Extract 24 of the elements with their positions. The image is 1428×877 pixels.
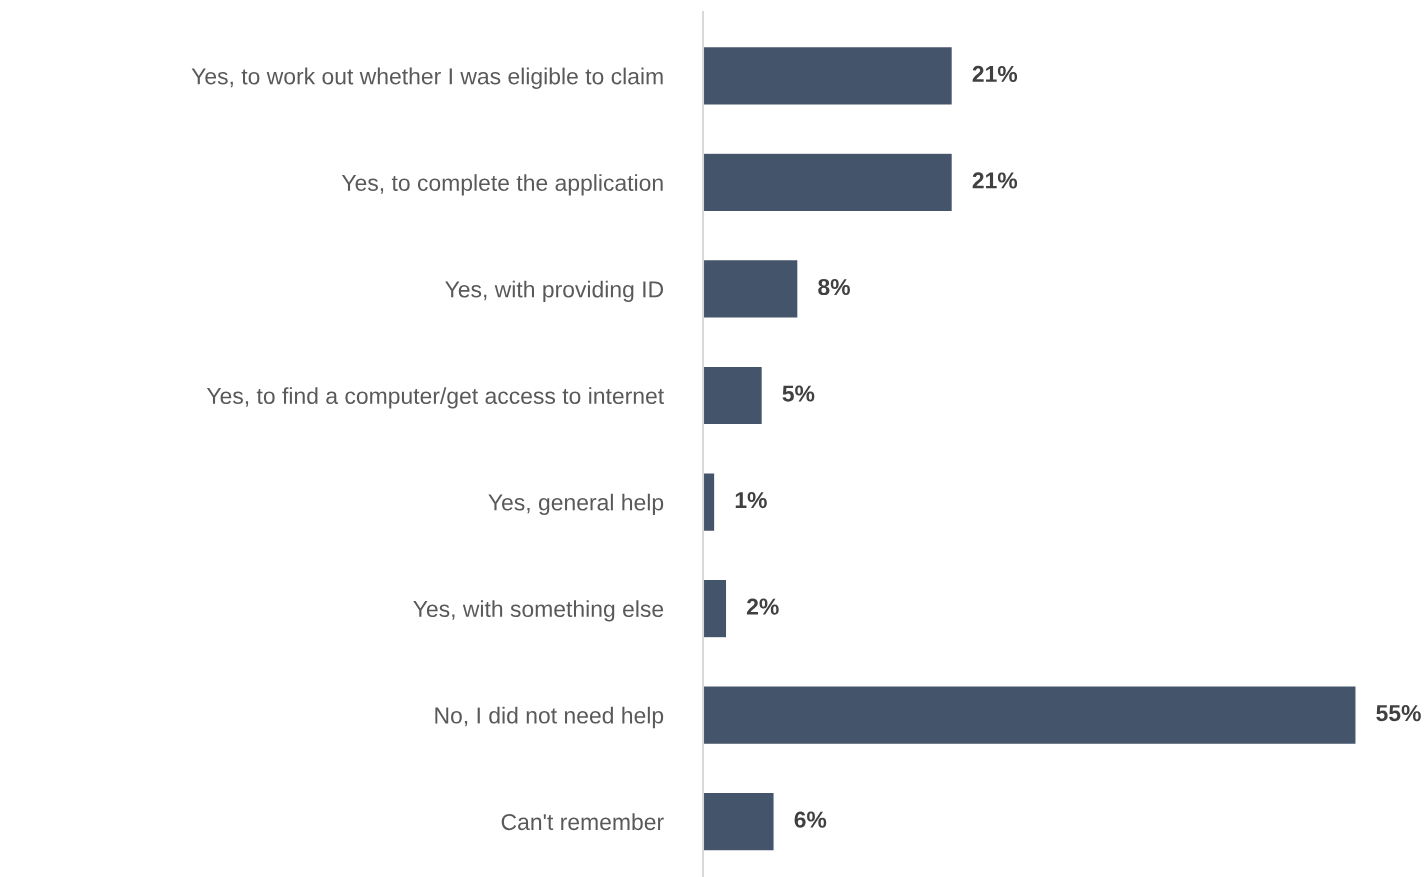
y-tick-label: Yes, general help bbox=[488, 493, 664, 516]
bar bbox=[703, 258, 799, 319]
data-label: 8% bbox=[818, 278, 850, 296]
y-tick-label: Yes, to work out whether I was eligible to claim bbox=[191, 67, 663, 89]
bar bbox=[703, 365, 764, 426]
bar bbox=[703, 685, 1357, 746]
data-label: 6% bbox=[794, 811, 827, 828]
data-label: 1% bbox=[735, 492, 767, 509]
y-tick-label: No, I did not need help bbox=[435, 706, 664, 729]
data-label: 21% bbox=[972, 172, 1018, 189]
data-label: 5% bbox=[782, 385, 815, 402]
y-tick-label: Yes, with providing ID bbox=[445, 280, 664, 303]
bar bbox=[703, 45, 954, 106]
bar bbox=[703, 578, 728, 639]
y-tick-label: Yes, to complete the application bbox=[341, 174, 663, 196]
y-tick-label: Yes, with something else bbox=[413, 600, 664, 622]
bar bbox=[703, 791, 775, 852]
data-label: 2% bbox=[746, 598, 779, 615]
y-tick-label: Can't remember bbox=[501, 813, 664, 831]
y-tick-label: Yes, to find a computer/get access to internet bbox=[206, 387, 664, 409]
data-label: 55% bbox=[1376, 705, 1421, 722]
bar bbox=[703, 152, 954, 213]
bar bbox=[703, 472, 716, 533]
data-label: 21% bbox=[972, 65, 1018, 83]
